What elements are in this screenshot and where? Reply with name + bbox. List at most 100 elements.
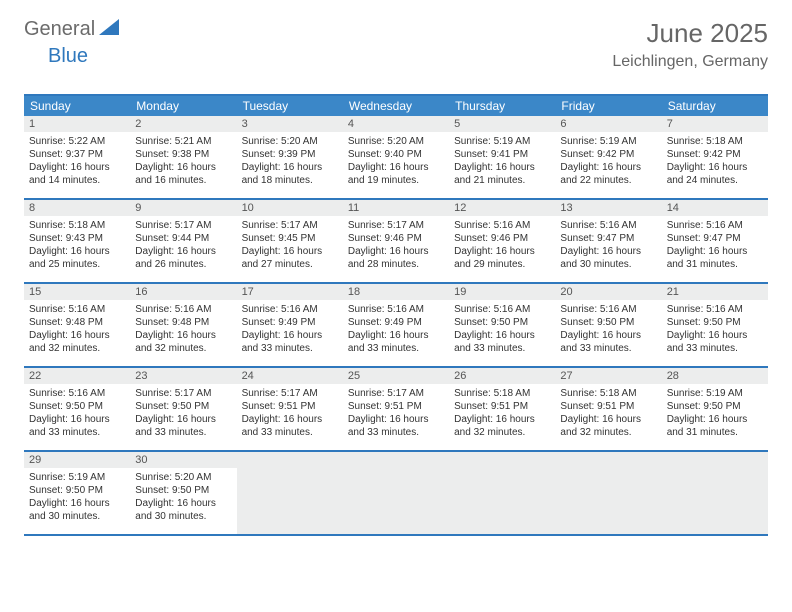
- day-details: [555, 468, 661, 475]
- logo: General: [24, 18, 121, 41]
- week-row: 1Sunrise: 5:22 AMSunset: 9:37 PMDaylight…: [24, 116, 768, 200]
- sunset-line: Sunset: 9:50 PM: [29, 400, 125, 413]
- sunrise-line: Sunrise: 5:18 AM: [29, 219, 125, 232]
- day-details: Sunrise: 5:16 AMSunset: 9:50 PMDaylight:…: [449, 300, 555, 359]
- daylight-line: and 21 minutes.: [454, 174, 550, 187]
- day-number: 10: [237, 200, 343, 216]
- logo-triangle-icon: [99, 19, 119, 40]
- day-number: 15: [24, 284, 130, 300]
- day-details: Sunrise: 5:20 AMSunset: 9:50 PMDaylight:…: [130, 468, 236, 527]
- day-cell: 12Sunrise: 5:16 AMSunset: 9:46 PMDayligh…: [449, 200, 555, 282]
- day-cell: 29Sunrise: 5:19 AMSunset: 9:50 PMDayligh…: [24, 452, 130, 534]
- day-cell: [449, 452, 555, 534]
- logo-text-general: General: [24, 18, 95, 41]
- sunrise-line: Sunrise: 5:19 AM: [560, 135, 656, 148]
- day-cell: 10Sunrise: 5:17 AMSunset: 9:45 PMDayligh…: [237, 200, 343, 282]
- sunrise-line: Sunrise: 5:20 AM: [242, 135, 338, 148]
- day-cell: [343, 452, 449, 534]
- day-number: 16: [130, 284, 236, 300]
- daylight-line: Daylight: 16 hours: [29, 161, 125, 174]
- day-cell: 25Sunrise: 5:17 AMSunset: 9:51 PMDayligh…: [343, 368, 449, 450]
- daylight-line: Daylight: 16 hours: [135, 413, 231, 426]
- day-number: 27: [555, 368, 661, 384]
- daylight-line: and 18 minutes.: [242, 174, 338, 187]
- day-number: 14: [662, 200, 768, 216]
- day-details: [237, 468, 343, 475]
- calendar-page: General June 2025 Leichlingen, Germany B…: [0, 0, 792, 554]
- day-cell: 20Sunrise: 5:16 AMSunset: 9:50 PMDayligh…: [555, 284, 661, 366]
- sunset-line: Sunset: 9:51 PM: [242, 400, 338, 413]
- day-cell: 2Sunrise: 5:21 AMSunset: 9:38 PMDaylight…: [130, 116, 236, 198]
- sunset-line: Sunset: 9:47 PM: [560, 232, 656, 245]
- sunset-line: Sunset: 9:38 PM: [135, 148, 231, 161]
- daylight-line: Daylight: 16 hours: [348, 329, 444, 342]
- sunset-line: Sunset: 9:45 PM: [242, 232, 338, 245]
- dow-thursday: Thursday: [449, 96, 555, 116]
- sunset-line: Sunset: 9:49 PM: [242, 316, 338, 329]
- day-details: Sunrise: 5:18 AMSunset: 9:51 PMDaylight:…: [555, 384, 661, 443]
- sunset-line: Sunset: 9:37 PM: [29, 148, 125, 161]
- daylight-line: and 30 minutes.: [29, 510, 125, 523]
- sunset-line: Sunset: 9:44 PM: [135, 232, 231, 245]
- day-details: Sunrise: 5:16 AMSunset: 9:48 PMDaylight:…: [130, 300, 236, 359]
- day-cell: 17Sunrise: 5:16 AMSunset: 9:49 PMDayligh…: [237, 284, 343, 366]
- sunrise-line: Sunrise: 5:22 AM: [29, 135, 125, 148]
- day-details: Sunrise: 5:16 AMSunset: 9:47 PMDaylight:…: [662, 216, 768, 275]
- day-cell: 6Sunrise: 5:19 AMSunset: 9:42 PMDaylight…: [555, 116, 661, 198]
- daylight-line: and 32 minutes.: [135, 342, 231, 355]
- daylight-line: and 33 minutes.: [242, 342, 338, 355]
- day-details: [662, 468, 768, 475]
- sunset-line: Sunset: 9:40 PM: [348, 148, 444, 161]
- day-number: 24: [237, 368, 343, 384]
- sunset-line: Sunset: 9:51 PM: [560, 400, 656, 413]
- daylight-line: Daylight: 16 hours: [242, 329, 338, 342]
- day-number: 17: [237, 284, 343, 300]
- sunrise-line: Sunrise: 5:17 AM: [348, 219, 444, 232]
- daylight-line: Daylight: 16 hours: [29, 497, 125, 510]
- day-number: 28: [662, 368, 768, 384]
- day-cell: 14Sunrise: 5:16 AMSunset: 9:47 PMDayligh…: [662, 200, 768, 282]
- sunset-line: Sunset: 9:50 PM: [454, 316, 550, 329]
- day-details: Sunrise: 5:16 AMSunset: 9:50 PMDaylight:…: [662, 300, 768, 359]
- day-cell: [555, 452, 661, 534]
- day-details: Sunrise: 5:19 AMSunset: 9:42 PMDaylight:…: [555, 132, 661, 191]
- sunrise-line: Sunrise: 5:16 AM: [29, 303, 125, 316]
- day-number: 18: [343, 284, 449, 300]
- daylight-line: Daylight: 16 hours: [242, 413, 338, 426]
- sunrise-line: Sunrise: 5:16 AM: [135, 303, 231, 316]
- day-number: [449, 452, 555, 468]
- daylight-line: and 14 minutes.: [29, 174, 125, 187]
- sunrise-line: Sunrise: 5:19 AM: [667, 387, 763, 400]
- sunrise-line: Sunrise: 5:16 AM: [29, 387, 125, 400]
- daylight-line: Daylight: 16 hours: [135, 245, 231, 258]
- week-row: 22Sunrise: 5:16 AMSunset: 9:50 PMDayligh…: [24, 368, 768, 452]
- day-cell: 15Sunrise: 5:16 AMSunset: 9:48 PMDayligh…: [24, 284, 130, 366]
- location: Leichlingen, Germany: [612, 53, 768, 71]
- daylight-line: Daylight: 16 hours: [242, 245, 338, 258]
- daylight-line: and 28 minutes.: [348, 258, 444, 271]
- logo-text-blue: Blue: [48, 45, 88, 67]
- dow-wednesday: Wednesday: [343, 96, 449, 116]
- day-cell: 16Sunrise: 5:16 AMSunset: 9:48 PMDayligh…: [130, 284, 236, 366]
- title-block: June 2025 Leichlingen, Germany: [612, 18, 768, 71]
- day-number: 23: [130, 368, 236, 384]
- dow-sunday: Sunday: [24, 96, 130, 116]
- sunset-line: Sunset: 9:50 PM: [560, 316, 656, 329]
- sunrise-line: Sunrise: 5:16 AM: [454, 303, 550, 316]
- day-cell: 7Sunrise: 5:18 AMSunset: 9:42 PMDaylight…: [662, 116, 768, 198]
- sunrise-line: Sunrise: 5:18 AM: [560, 387, 656, 400]
- daylight-line: Daylight: 16 hours: [242, 161, 338, 174]
- day-details: Sunrise: 5:16 AMSunset: 9:50 PMDaylight:…: [24, 384, 130, 443]
- day-details: Sunrise: 5:17 AMSunset: 9:51 PMDaylight:…: [343, 384, 449, 443]
- day-details: Sunrise: 5:16 AMSunset: 9:49 PMDaylight:…: [343, 300, 449, 359]
- daylight-line: and 27 minutes.: [242, 258, 338, 271]
- day-number: 25: [343, 368, 449, 384]
- day-cell: 18Sunrise: 5:16 AMSunset: 9:49 PMDayligh…: [343, 284, 449, 366]
- sunrise-line: Sunrise: 5:21 AM: [135, 135, 231, 148]
- daylight-line: Daylight: 16 hours: [135, 329, 231, 342]
- daylight-line: and 33 minutes.: [348, 342, 444, 355]
- sunset-line: Sunset: 9:49 PM: [348, 316, 444, 329]
- daylight-line: and 33 minutes.: [454, 342, 550, 355]
- sunrise-line: Sunrise: 5:16 AM: [667, 303, 763, 316]
- sunrise-line: Sunrise: 5:16 AM: [560, 303, 656, 316]
